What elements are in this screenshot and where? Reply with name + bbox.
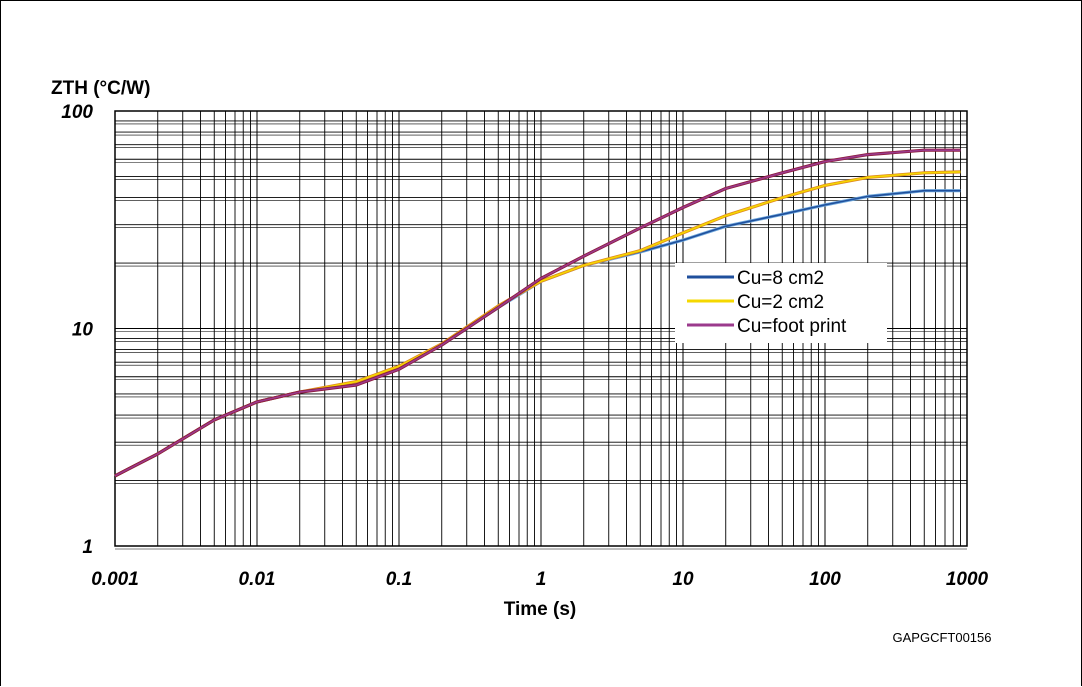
legend-label: Cu=8 cm2 <box>737 268 824 289</box>
x-tick-labels: 0.001 0.01 0.1 1 10 100 1000 <box>91 569 988 590</box>
x-tick-label: 0.1 <box>386 569 412 590</box>
x-tick-label: 0.001 <box>91 569 139 590</box>
x-tick-label: 1000 <box>946 569 989 590</box>
plot-grid <box>114 111 967 550</box>
legend-label: Cu=foot print <box>737 316 847 337</box>
x-tick-label: 1 <box>536 569 547 590</box>
figure-code: GAPGCFT00156 <box>893 630 992 645</box>
y-tick-label: 10 <box>72 320 94 341</box>
x-tick-label: 0.01 <box>239 569 276 590</box>
y-tick-labels: 1 10 100 <box>61 102 93 558</box>
legend-label: Cu=2 cm2 <box>737 292 824 313</box>
legend: Cu=8 cm2 Cu=2 cm2 Cu=foot print <box>675 263 887 343</box>
x-axis-title: Time (s) <box>504 599 577 620</box>
plot-border <box>114 110 968 547</box>
y-axis-title: ZTH (°C/W) <box>51 78 150 99</box>
y-tick-label: 1 <box>82 537 93 558</box>
x-tick-label: 100 <box>809 569 841 590</box>
series-line <box>114 149 961 477</box>
x-tick-label: 10 <box>672 569 694 590</box>
y-tick-label: 100 <box>61 102 93 123</box>
series-layer <box>114 148 961 478</box>
